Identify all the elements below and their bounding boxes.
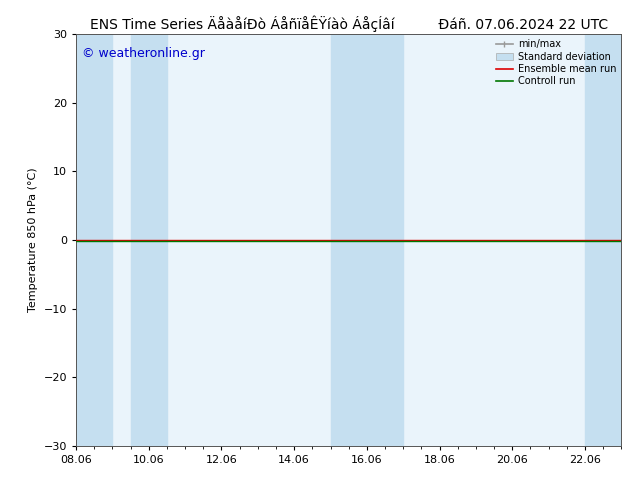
- Bar: [585, 34, 621, 446]
- Bar: [131, 34, 167, 446]
- Bar: [76, 34, 112, 446]
- Bar: [330, 34, 403, 446]
- Legend: min/max, Standard deviation, Ensemble mean run, Controll run: min/max, Standard deviation, Ensemble me…: [496, 39, 616, 86]
- Title: ENS Time Series ÄåàåíÐò ÁåñïåÊŸíàò ÁåçÍâí          Đáñ. 07.06.2024 22 UTC: ENS Time Series ÄåàåíÐò ÁåñïåÊŸíàò ÁåçÍâ…: [89, 15, 608, 32]
- Y-axis label: Temperature 850 hPa (°C): Temperature 850 hPa (°C): [28, 168, 38, 313]
- Text: © weatheronline.gr: © weatheronline.gr: [82, 47, 204, 60]
